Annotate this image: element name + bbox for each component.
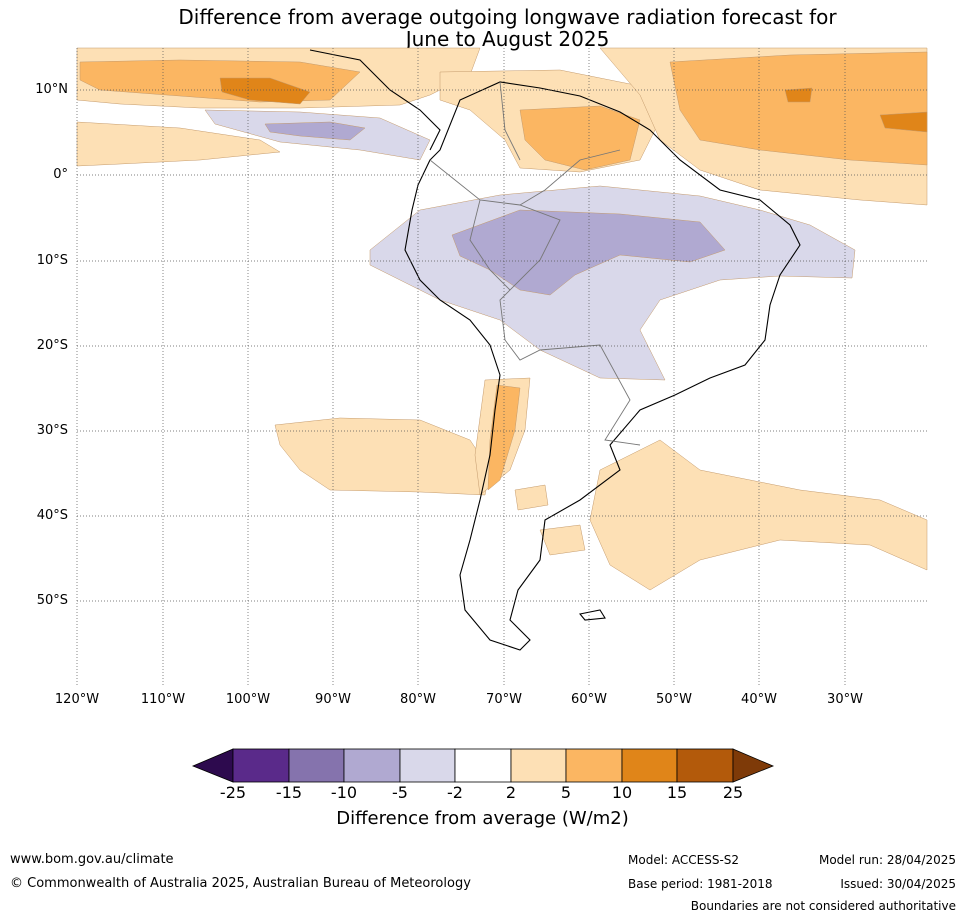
boundaries-disclaimer: Boundaries are not considered authoritat…: [690, 899, 956, 913]
website-link[interactable]: www.bom.gov.au/climate: [10, 852, 174, 867]
country-borders: [429, 81, 641, 446]
colorbar-swatch: [343, 748, 401, 783]
map-title-line1: Difference from average outgoing longwav…: [178, 5, 837, 29]
copyright-notice: © Commonwealth of Australia 2025, Austra…: [10, 876, 471, 891]
lon-label: 30°W: [827, 692, 863, 707]
lon-label: 120°W: [54, 692, 100, 707]
colorbar-swatch: [565, 748, 623, 783]
colorbar-tick: -2: [447, 783, 463, 802]
positive-anomaly-region: [76, 121, 281, 167]
lat-label: 40°S: [36, 508, 68, 523]
colorbar-tick: 25: [722, 783, 744, 802]
lat-label: 10°N: [35, 82, 68, 97]
strong-positive-anomaly-region: [219, 77, 311, 105]
colorbar-tick: -15: [275, 783, 303, 802]
colorbar-min-arrow: [191, 748, 234, 783]
country-border: [499, 81, 521, 161]
positive-anomaly-region: [669, 51, 928, 166]
falkland-islands: [578, 609, 606, 621]
colorbar-swatch: [510, 748, 567, 783]
colorbar-swatch: [288, 748, 345, 783]
colorbar-tick: 15: [666, 783, 688, 802]
colorbar-swatch: [232, 748, 290, 783]
south-america-coastline: [404, 81, 801, 651]
lon-label: 90°W: [315, 692, 351, 707]
moderate-positive-anomaly-region: [487, 384, 521, 491]
coastlines: [309, 49, 801, 651]
strong-positive-anomaly-region: [784, 87, 813, 103]
lat-label: 20°S: [36, 338, 68, 353]
lon-label: 80°W: [400, 692, 436, 707]
colorbar: [191, 748, 775, 783]
lon-label: 60°W: [571, 692, 607, 707]
lon-label: 40°W: [741, 692, 777, 707]
colorbar-swatch: [454, 748, 512, 783]
colorbar-swatch: [621, 748, 678, 783]
map-title-line2: June to August 2025: [405, 27, 610, 51]
colorbar-swatch: [676, 748, 734, 783]
lon-label: 50°W: [656, 692, 692, 707]
colorbar-tick: -5: [392, 783, 408, 802]
base-period: Base period: 1981-2018: [628, 877, 773, 891]
positive-anomaly-region: [514, 484, 549, 511]
lon-label: 110°W: [140, 692, 186, 707]
country-border: [519, 149, 621, 206]
issued-date: Issued: 30/04/2025: [840, 877, 956, 891]
model-run-date: Model run: 28/04/2025: [818, 853, 956, 867]
lat-label: 50°S: [36, 593, 68, 608]
positive-anomaly-region: [519, 105, 641, 171]
gridlines: [76, 48, 927, 685]
colorbar-swatch: [399, 748, 456, 783]
lat-label: 30°S: [36, 423, 68, 438]
country-border: [469, 199, 511, 291]
colorbar-label: Difference from average (W/m2): [336, 808, 629, 829]
lon-label: 100°W: [225, 692, 271, 707]
strong-positive-anomaly-region: [879, 111, 928, 133]
lat-label: 10°S: [36, 253, 68, 268]
colorbar-tick: 10: [611, 783, 633, 802]
colorbar-tick: 2: [505, 783, 517, 802]
model-name: Model: ACCESS-S2: [628, 853, 740, 867]
positive-anomaly-region: [539, 524, 586, 556]
colorbar-max-arrow: [732, 748, 775, 783]
positive-anomaly-region: [274, 417, 491, 496]
lat-label: 0°: [53, 167, 68, 182]
central-america-coastline: [309, 49, 441, 151]
colorbar-tick: 5: [560, 783, 572, 802]
lon-label: 70°W: [486, 692, 522, 707]
colorbar-tick: -25: [219, 783, 247, 802]
colorbar-tick: -10: [330, 783, 358, 802]
positive-anomaly-region: [589, 439, 928, 591]
negative-anomaly-region: [264, 121, 366, 141]
